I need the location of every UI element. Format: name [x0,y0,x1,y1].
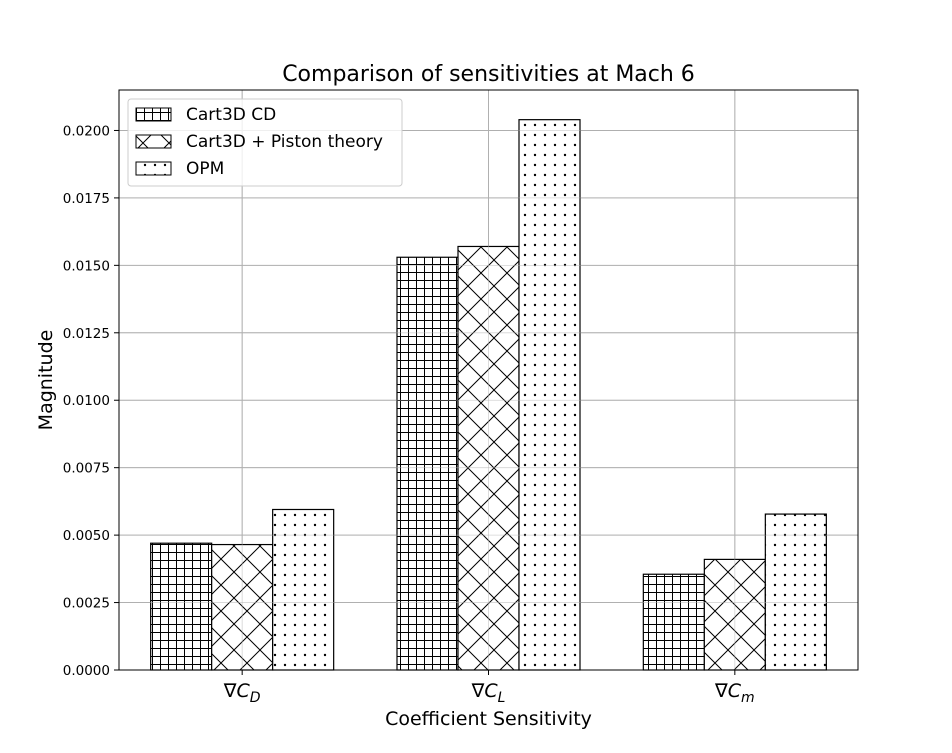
legend-label: Cart3D + Piston theory [186,132,383,152]
y-tick-label: 0.0100 [63,393,110,409]
bars [119,90,858,671]
y-tick-label: 0.0200 [63,123,110,139]
x-tick-label: ∇CD [223,680,261,706]
y-tick-label: 0.0075 [63,461,110,477]
legend-swatch-crosshatch [135,134,172,149]
y-axis: 0.0000 0.0025 0.0050 0.0075 0.0100 0.0125 0.01… [63,123,119,679]
legend-label: OPM [186,159,224,179]
y-tick-label: 0.0050 [63,528,110,544]
x-tick-label: ∇CL [471,680,506,706]
legend-swatch-dots [135,161,172,176]
y-tick-label: 0.0125 [63,326,110,342]
bar-dots-0 [272,508,335,671]
chart-title: Comparison of sensitivities at Mach 6 [282,62,695,87]
bar-grid-1 [396,256,459,671]
y-tick-label: 0.0175 [63,191,110,207]
y-tick-label: 0.0000 [63,663,110,679]
legend-label: Cart3D CD [186,105,276,125]
y-axis-label: Magnitude [35,330,57,431]
x-axis-label: Coefficient Sensitivity [385,708,592,730]
bar-dots-1 [518,119,581,671]
grid-overlay [119,90,858,671]
bar-grid-2 [642,573,705,671]
y-tick-label: 0.0025 [63,596,110,612]
x-tick-label: ∇Cm [714,680,755,706]
legend-swatch-grid [135,107,172,122]
bar-dots-2 [764,513,827,671]
legend-frame [127,98,403,187]
legend: Cart3D CD Cart3D + Piston theory OPM [127,98,403,187]
bar-grid-0 [150,542,213,671]
x-axis: ∇CD ∇CL ∇Cm [223,670,755,706]
y-tick-label: 0.0150 [63,258,110,274]
